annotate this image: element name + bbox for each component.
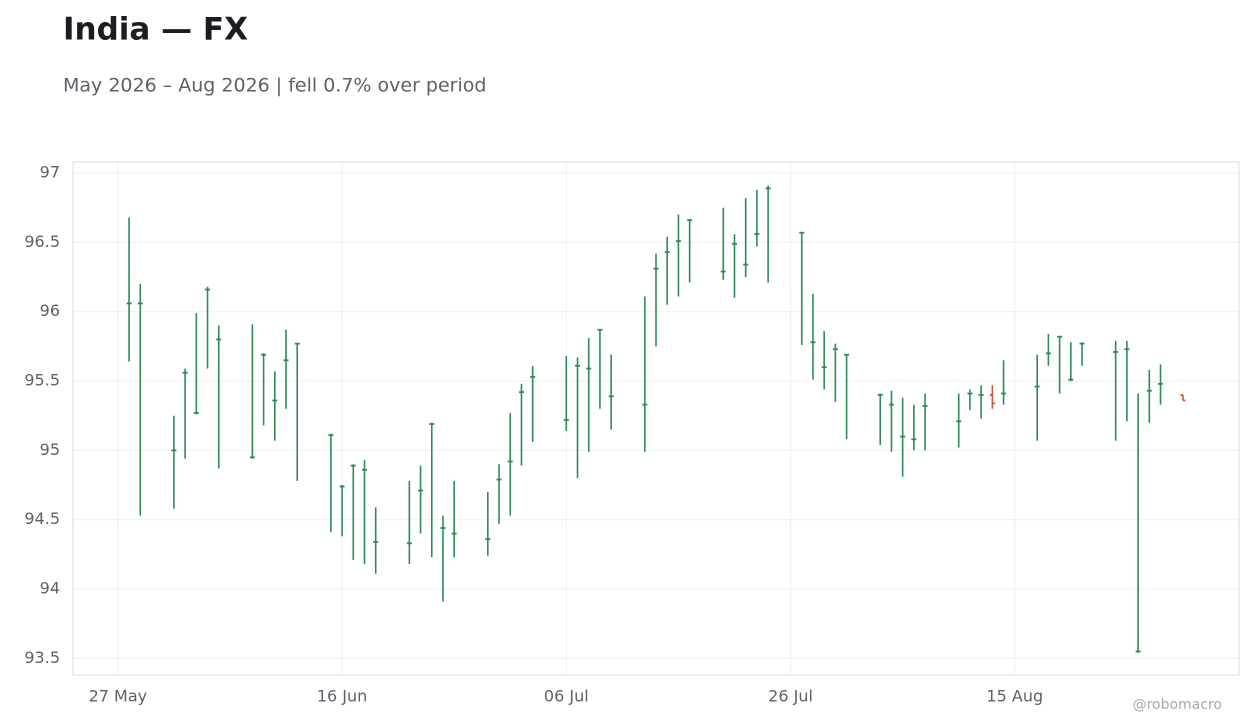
x-tick-label: 26 Jul [768, 687, 813, 706]
y-tick-label: 95.5 [24, 371, 60, 390]
y-tick-label: 93.5 [24, 648, 60, 667]
y-tick-label: 94.5 [24, 509, 60, 528]
y-tick-label: 97 [40, 163, 60, 182]
chart-title: India — FX [63, 12, 248, 48]
y-tick-label: 96.5 [24, 232, 60, 251]
chart-subtitle: May 2026 – Aug 2026 | fell 0.7% over per… [63, 75, 486, 97]
watermark: @robomacro [1133, 697, 1222, 713]
plot-frame [72, 161, 1240, 676]
x-tick-label: 16 Jun [317, 687, 367, 706]
x-tick-label: 15 Aug [986, 687, 1043, 706]
x-tick-label: 27 May [89, 687, 148, 706]
y-tick-label: 95 [40, 440, 60, 459]
y-tick-label: 94 [40, 579, 60, 598]
y-tick-label: 96 [40, 301, 60, 320]
x-tick-label: 06 Jul [544, 687, 589, 706]
